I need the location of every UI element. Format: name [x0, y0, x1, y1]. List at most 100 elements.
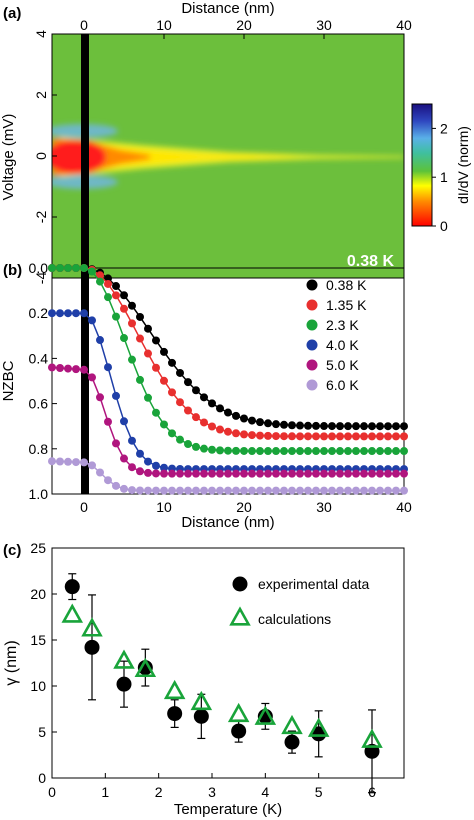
c-calculation-point — [254, 705, 277, 725]
c-xtick-label: 1 — [101, 784, 109, 800]
b-data-point — [184, 469, 192, 478]
b-data-point — [248, 447, 256, 456]
b-data-point — [384, 422, 392, 431]
b-data-point — [136, 334, 144, 343]
b-data-point — [304, 432, 312, 441]
b-data-point — [216, 404, 224, 413]
b-data-point — [144, 324, 152, 333]
b-data-point — [320, 432, 328, 441]
b-data-point — [160, 420, 168, 429]
b-data-point — [272, 420, 280, 429]
panel-c-y-title: γ (nm) — [3, 640, 20, 685]
b-data-point — [128, 463, 136, 472]
b-data-point — [264, 419, 272, 428]
c-experimental-point — [284, 734, 300, 750]
b-data-point — [80, 365, 88, 374]
b-data-point — [104, 279, 112, 288]
b-data-point — [184, 378, 192, 387]
colorbar-label: dI/dV (norm) — [455, 126, 471, 204]
b-data-point — [80, 264, 88, 272]
b-data-point — [144, 457, 152, 466]
b-data-point — [128, 486, 136, 495]
b-data-point — [184, 486, 192, 495]
b-data-point — [368, 486, 376, 495]
b-data-point — [400, 469, 408, 478]
b-data-point — [96, 336, 104, 345]
c-legend-label-experimental: experimental data — [258, 576, 370, 592]
b-data-point — [200, 418, 208, 427]
b-data-point — [296, 469, 304, 478]
colorbar-tick-label: 2 — [440, 120, 448, 136]
b-data-point — [256, 486, 264, 495]
b-legend-label: 2.3 K — [326, 317, 359, 333]
b-data-point — [272, 432, 280, 441]
b-data-point — [248, 486, 256, 495]
b-data-point — [248, 469, 256, 478]
b-data-point — [328, 432, 336, 441]
b-data-point — [192, 413, 200, 422]
b-data-point — [208, 399, 216, 408]
b-legend-label: 6.0 K — [326, 377, 359, 393]
b-data-point — [104, 274, 112, 283]
a-xtick-label: 30 — [316, 17, 332, 33]
b-legend-label: 0.38 K — [326, 277, 367, 293]
b-ytick-label: 0.6 — [29, 396, 49, 412]
b-xtick-label: 20 — [236, 499, 252, 515]
panel-b-axes: 0 10 20 30 40 0.0 0.2 0.4 0.6 0.8 1.0 — [29, 260, 412, 515]
b-data-point — [288, 486, 296, 495]
b-xtick-label: 30 — [316, 499, 332, 515]
b-data-point — [384, 469, 392, 478]
b-data-point — [400, 432, 408, 441]
b-data-point — [208, 469, 216, 478]
b-data-point — [160, 347, 168, 356]
b-data-point — [376, 469, 384, 478]
panel-b-x-title: Distance (nm) — [181, 514, 274, 531]
b-data-point — [384, 486, 392, 495]
b-data-point — [344, 469, 352, 478]
c-xtick-label: 0 — [48, 784, 56, 800]
c-experimental-point — [231, 723, 247, 739]
b-xtick-label: 40 — [396, 499, 412, 515]
b-xtick-label: 10 — [156, 499, 172, 515]
b-data-point — [112, 439, 120, 448]
b-legend-marker — [306, 379, 318, 391]
b-data-point — [72, 309, 80, 318]
b-data-point — [400, 422, 408, 431]
b-data-point — [264, 431, 272, 440]
b-data-point — [160, 463, 168, 472]
c-calculation-point — [307, 717, 330, 737]
b-data-point — [232, 429, 240, 438]
b-data-point — [392, 486, 400, 495]
b-data-point — [56, 309, 64, 318]
b-data-point — [240, 430, 248, 439]
b-data-point — [56, 264, 64, 272]
b-data-point — [360, 432, 368, 441]
b-data-point — [216, 446, 224, 455]
b-data-point — [368, 447, 376, 456]
b-data-point — [80, 458, 88, 467]
b-data-point — [392, 447, 400, 456]
b-data-point — [192, 386, 200, 395]
b-data-point — [120, 417, 128, 426]
c-ytick-label: 0 — [38, 770, 46, 786]
panel-c-series — [61, 573, 383, 794]
b-data-point — [352, 486, 360, 495]
b-ytick-label: 0.0 — [29, 260, 49, 276]
b-data-point — [160, 486, 168, 495]
panel-b-label: (b) — [3, 262, 22, 279]
b-data-point — [264, 469, 272, 478]
b-data-point — [312, 447, 320, 456]
b-data-point — [224, 446, 232, 455]
b-data-point — [48, 363, 56, 372]
panel-c-x-title: Temperature (K) — [174, 801, 282, 818]
b-data-point — [320, 486, 328, 495]
b-data-point — [232, 486, 240, 495]
c-calculation-point — [81, 617, 103, 637]
c-calculation-point — [281, 714, 303, 735]
a-ytick-label: -2 — [33, 211, 49, 224]
b-data-point — [168, 469, 176, 478]
b-data-point — [360, 422, 368, 431]
vortex-center-line-b — [81, 268, 89, 494]
b-data-point — [272, 469, 280, 478]
b-data-point — [208, 486, 216, 495]
